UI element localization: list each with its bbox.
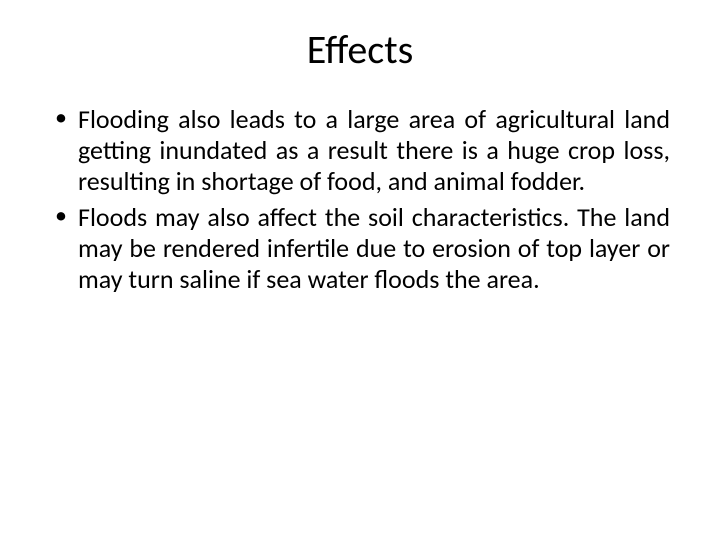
bullet-list: Flooding also leads to a large area of a… — [50, 104, 670, 295]
list-item: Floods may also affect the soil characte… — [50, 202, 670, 296]
slide-title: Effects — [50, 25, 670, 74]
list-item: Flooding also leads to a large area of a… — [50, 104, 670, 198]
